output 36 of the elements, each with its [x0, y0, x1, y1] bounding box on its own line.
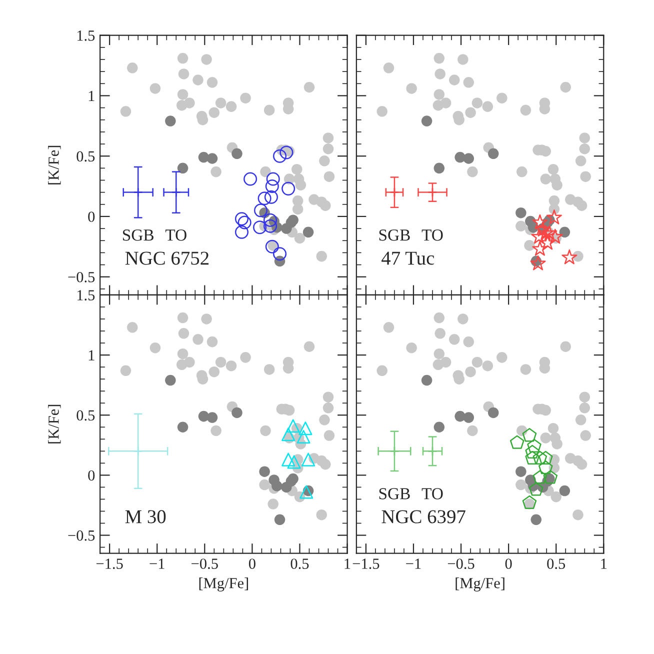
- text: M 30: [125, 510, 166, 524]
- annotation: SGB: [379, 488, 410, 500]
- y-tick-label: 1.5: [77, 30, 95, 41]
- x-tick-label: 1: [601, 558, 607, 569]
- annotation: TO: [422, 230, 443, 241]
- annotation: TO: [165, 230, 186, 241]
- x-tick-label: 0.5: [547, 558, 566, 569]
- annotation: SGB: [379, 230, 410, 241]
- x-tick-label: −1.5: [352, 558, 380, 569]
- y-tick-label: 0: [88, 212, 95, 222]
- text: NGC 6397: [382, 510, 466, 524]
- x-tick-label: 0.5: [290, 558, 309, 569]
- y-tick-label: 0: [88, 470, 95, 481]
- x-tick-label: 0: [505, 558, 512, 569]
- y-tick-label: 1.5: [77, 290, 95, 300]
- y-tick-label: 0.5: [76, 151, 95, 162]
- x-tick-label: −1: [150, 558, 164, 569]
- y-axis-title: [K/Fe]: [48, 404, 61, 444]
- y-tick-label: 0.5: [76, 410, 95, 421]
- y-tick-label: 1: [88, 350, 94, 360]
- x-tick-label: −0.5: [448, 558, 474, 569]
- x-tick-label: 1: [344, 558, 350, 569]
- x-tick-label: 0: [248, 558, 256, 569]
- annotation: SGB: [123, 230, 154, 241]
- x-axis-title: [Mg/Fe]: [199, 578, 248, 592]
- y-tick-label: −0.5: [68, 272, 95, 282]
- y-tick-label: −0.5: [68, 530, 95, 541]
- y-tick-label: 1: [88, 90, 94, 101]
- x-axis-title: [Mg/Fe]: [456, 578, 504, 592]
- text: 47 Tuc: [382, 252, 434, 265]
- text: NGC 6752: [125, 252, 209, 265]
- y-axis-title: [K/Fe]: [48, 146, 61, 184]
- x-tick-label: −0.5: [192, 558, 218, 569]
- x-tick-label: −1: [406, 558, 421, 569]
- x-tick-label: −1.5: [96, 558, 123, 569]
- annotation: TO: [422, 488, 443, 500]
